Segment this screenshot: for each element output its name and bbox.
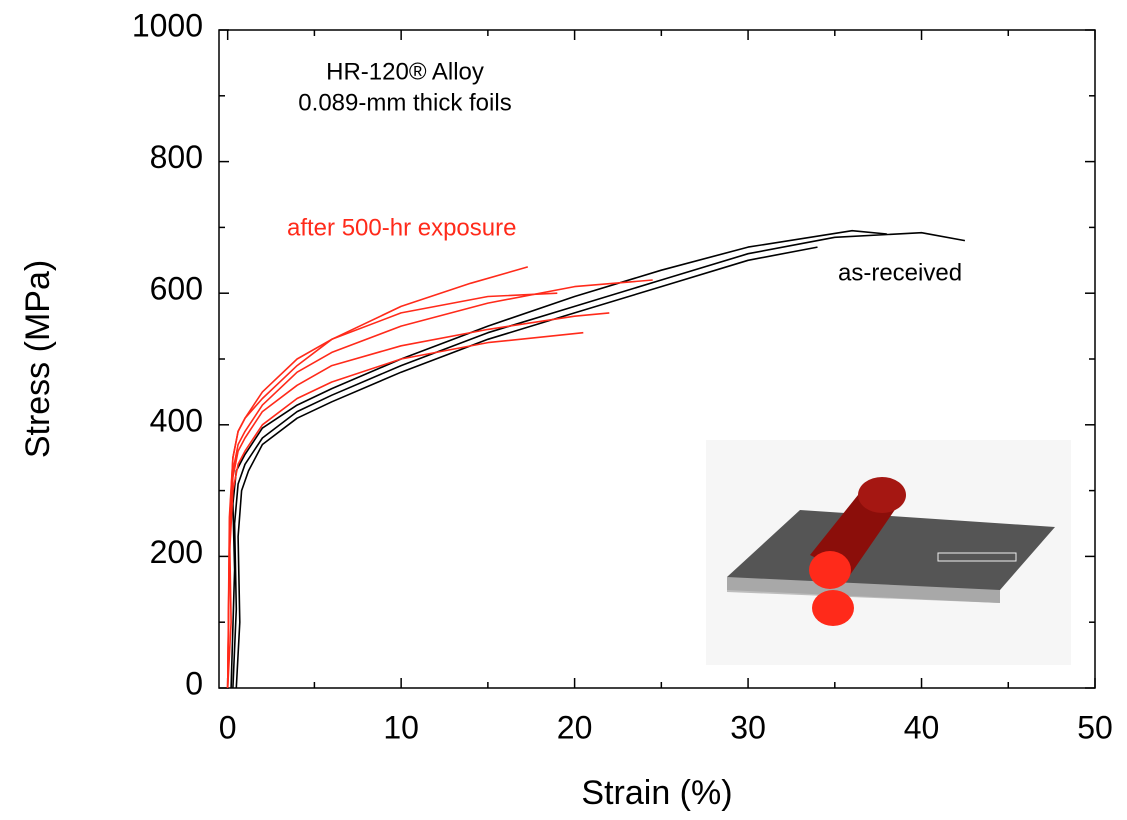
plate-side [727, 577, 1000, 603]
stress-strain-curve [226, 279, 653, 689]
annotation: as-received [838, 259, 962, 286]
y-tick-label: 200 [150, 534, 203, 570]
roller-end [858, 477, 906, 513]
annotation: HR-120® Alloy [326, 58, 484, 85]
annotation: after 500-hr exposure [287, 214, 516, 241]
y-tick-label: 1000 [132, 7, 203, 43]
specimen-outline [937, 552, 1017, 562]
y-tick-label: 800 [150, 139, 203, 175]
x-tick-label: 30 [730, 709, 766, 745]
stress-strain-curve [230, 229, 887, 689]
stress-strain-curve [226, 292, 558, 689]
y-tick-label: 0 [185, 665, 203, 701]
stress-strain-curve [235, 246, 818, 689]
annotation: 0.089-mm thick foils [298, 89, 511, 116]
x-axis-label: Strain (%) [581, 774, 732, 812]
x-tick-label: 0 [219, 709, 237, 745]
x-tick-label: 20 [557, 709, 593, 745]
stress-strain-curve [226, 312, 610, 689]
x-tick-label: 50 [1077, 709, 1113, 745]
y-axis-label: Stress (MPa) [19, 260, 57, 458]
y-tick-label: 600 [150, 271, 203, 307]
y-tick-label: 400 [150, 402, 203, 438]
inset-illustration [706, 440, 1071, 665]
x-tick-label: 10 [383, 709, 419, 745]
stress-strain-curve [232, 231, 966, 689]
x-tick-label: 40 [904, 709, 940, 745]
stress-strain-curve [226, 331, 584, 689]
roller-lower [812, 590, 854, 626]
roller-face [809, 551, 851, 589]
